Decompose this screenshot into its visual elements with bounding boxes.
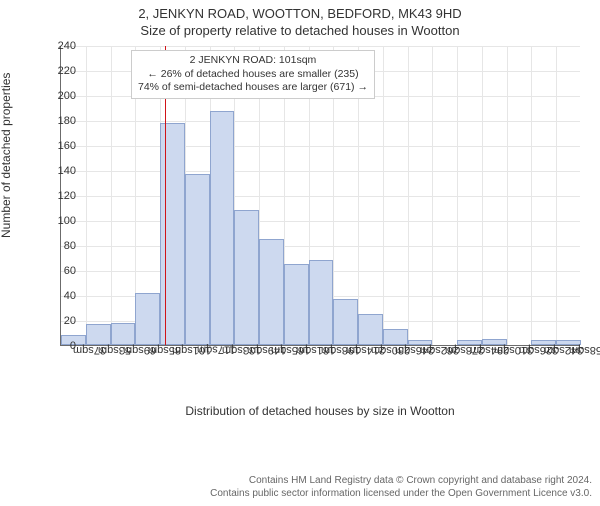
annotation-box: 2 JENKYN ROAD: 101sqm ← 26% of detached … <box>131 50 375 99</box>
histogram-bar <box>234 210 259 345</box>
gridline-horizontal <box>61 196 580 197</box>
histogram-bar <box>383 329 408 345</box>
gridline-vertical <box>457 46 458 345</box>
histogram-bar <box>111 323 136 346</box>
gridline-vertical <box>111 46 112 345</box>
footer-attribution: Contains HM Land Registry data © Crown c… <box>210 475 592 500</box>
gridline-vertical <box>482 46 483 345</box>
gridline-horizontal <box>61 146 580 147</box>
histogram-bar <box>309 260 334 345</box>
page-title-line2: Size of property relative to detached ho… <box>0 23 600 38</box>
y-tick-label: 80 <box>64 240 76 252</box>
annotation-line1: 2 JENKYN ROAD: 101sqm <box>138 54 368 68</box>
y-tick-label: 120 <box>58 190 76 202</box>
histogram-bar <box>284 264 309 345</box>
gridline-vertical <box>432 46 433 345</box>
histogram-bar <box>86 324 111 345</box>
x-axis-label: Distribution of detached houses by size … <box>60 404 580 418</box>
page-title-line1: 2, JENKYN ROAD, WOOTTON, BEDFORD, MK43 9… <box>0 6 600 21</box>
histogram-bar <box>210 111 235 345</box>
plot-area: 2 JENKYN ROAD: 101sqm ← 26% of detached … <box>60 46 580 346</box>
gridline-horizontal <box>61 121 580 122</box>
gridline-horizontal <box>61 221 580 222</box>
footer-line1: Contains HM Land Registry data © Crown c… <box>210 475 592 488</box>
y-tick-label: 240 <box>58 40 76 52</box>
histogram-bar <box>185 174 210 345</box>
gridline-vertical <box>531 46 532 345</box>
y-tick-label: 200 <box>58 90 76 102</box>
y-tick-label: 140 <box>58 165 76 177</box>
annotation-line3: 74% of semi-detached houses are larger (… <box>138 81 368 95</box>
y-tick-label: 160 <box>58 140 76 152</box>
histogram-bar <box>358 314 383 345</box>
gridline-vertical <box>408 46 409 345</box>
y-tick-label: 220 <box>58 65 76 77</box>
y-tick-label: 20 <box>64 315 76 327</box>
chart-container: Number of detached properties 2 JENKYN R… <box>0 38 600 438</box>
y-tick-label: 60 <box>64 265 76 277</box>
gridline-horizontal <box>61 171 580 172</box>
y-tick-label: 40 <box>64 290 76 302</box>
footer-line2: Contains public sector information licen… <box>210 488 592 501</box>
gridline-vertical <box>507 46 508 345</box>
histogram-bar <box>160 123 185 346</box>
y-axis-label: Number of detached properties <box>0 73 13 238</box>
gridline-vertical <box>383 46 384 345</box>
gridline-horizontal <box>61 246 580 247</box>
gridline-vertical <box>556 46 557 345</box>
histogram-bar <box>333 299 358 345</box>
gridline-vertical <box>86 46 87 345</box>
histogram-bar <box>259 239 284 345</box>
histogram-bar <box>135 293 160 346</box>
y-tick-label: 100 <box>58 215 76 227</box>
gridline-horizontal <box>61 46 580 47</box>
y-tick-label: 180 <box>58 115 76 127</box>
annotation-line2: ← 26% of detached houses are smaller (23… <box>138 68 368 82</box>
